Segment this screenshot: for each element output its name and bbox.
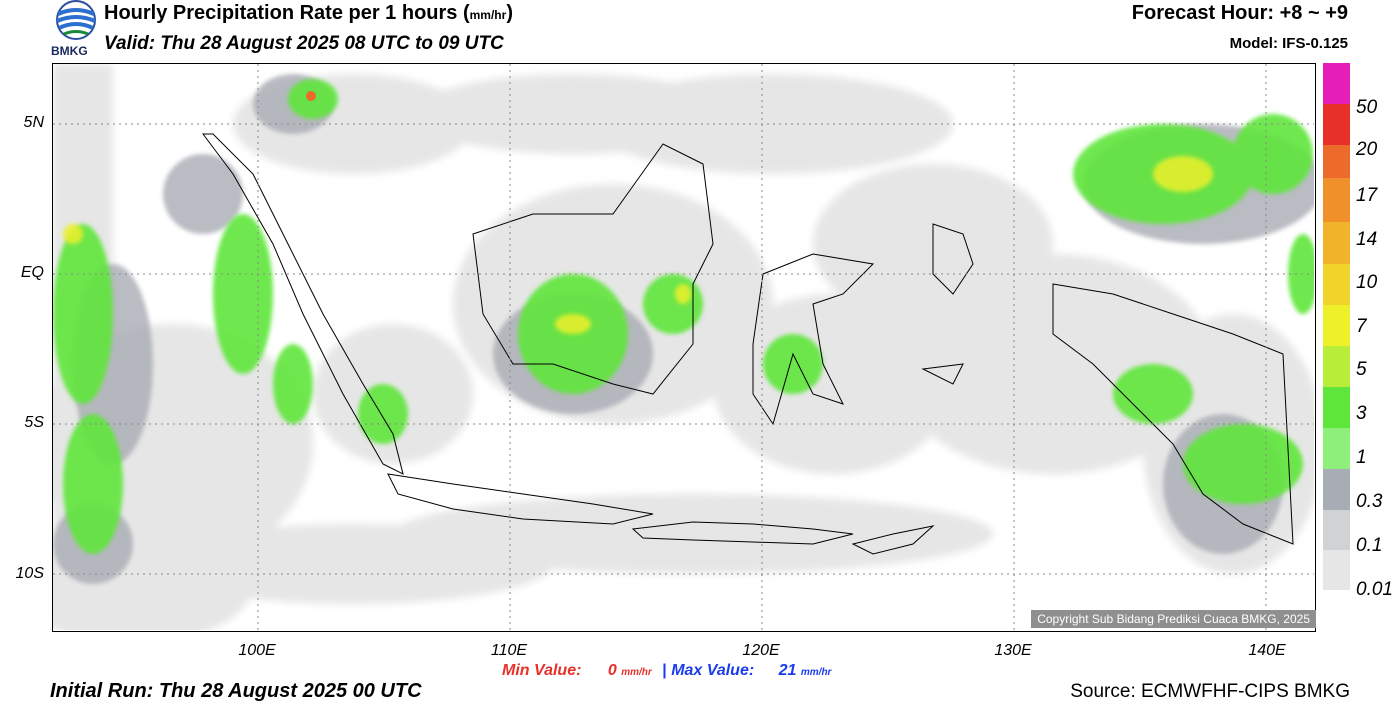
max-unit: mm/hr [800,667,832,678]
map-title: Hourly Precipitation Rate per 1 hours (m… [104,2,513,25]
min-value: 0 [607,662,617,679]
colorbar-swatch [1323,469,1350,510]
logo-text: BMKG [51,44,88,58]
colorbar-label: 5 [1356,359,1367,380]
initial-run: Initial Run: Thu 28 August 2025 00 UTC [50,680,422,702]
colorbar [1323,63,1350,590]
max-rain-cell [306,91,316,101]
colorbar-label: 50 [1356,97,1378,118]
colorbar-swatch [1323,305,1350,346]
lat-label-eq: EQ [20,264,44,281]
intense-precip-layer [63,156,1213,334]
lat-label-10s: 10S [15,565,44,582]
bmkg-logo: BMKG [50,0,102,58]
colorbar-swatch [1323,222,1350,264]
colorbar-label: 7 [1356,316,1367,337]
graticule [53,64,1314,630]
copyright-notice: Copyright Sub Bidang Prediksi Cuaca BMKG… [1031,610,1316,628]
model-name: Model: IFS-0.125 [1229,35,1348,52]
colorbar-swatch [1323,264,1350,305]
colorbar-label: 0.01 [1356,579,1393,600]
colorbar-swatch [1323,428,1350,469]
lon-label-120e: 120E [742,642,780,659]
valid-time: Valid: Thu 28 August 2025 08 UTC to 09 U… [104,33,504,54]
map-canvas [13,64,1323,644]
lon-label-100e: 100E [238,642,276,659]
colorbar-label: 14 [1356,229,1378,250]
heavy-precip-layer [53,79,1318,554]
colorbar-swatch [1323,104,1350,145]
title-close: ) [506,2,513,24]
precipitation-map [13,63,1323,644]
colorbar-label: 20 [1356,139,1378,160]
colorbar-label: 1 [1356,447,1367,468]
data-source: Source: ECMWFHF-CIPS BMKG [1070,681,1350,702]
colorbar-swatch [1323,63,1350,104]
forecast-hour: Forecast Hour: +8 ~ +9 [1131,2,1348,24]
colorbar-label: 17 [1356,185,1378,206]
max-value: 21 [778,662,797,679]
lat-label-5s: 5S [24,414,44,431]
colorbar-swatch [1323,550,1350,590]
colorbar-swatch [1323,346,1350,387]
colorbar-label: 10 [1356,272,1378,293]
light-precip-layer [13,64,1323,644]
title-text: Hourly Precipitation Rate per 1 hours ( [104,2,470,24]
colorbar-swatch [1323,387,1350,428]
lon-label-140e: 140E [1248,642,1286,659]
value-separator: | [662,662,667,679]
lon-label-130e: 130E [994,642,1032,659]
min-unit: mm/hr [621,667,652,678]
min-label: Min Value: [502,662,582,679]
colorbar-swatch [1323,178,1350,222]
colorbar-swatch [1323,510,1350,550]
colorbar-label: 0.1 [1356,535,1383,556]
colorbar-swatch [1323,145,1350,178]
title-unit: mm/hr [469,8,507,22]
max-label: Max Value: [671,662,755,679]
lon-label-110e: 110E [490,642,528,659]
colorbar-label: 0.3 [1356,491,1383,512]
colorbar-label: 3 [1356,403,1367,424]
min-max-values: Min Value: 0 mm/hr | Max Value: 21 mm/hr [502,662,831,680]
lat-label-5n: 5N [23,114,44,131]
